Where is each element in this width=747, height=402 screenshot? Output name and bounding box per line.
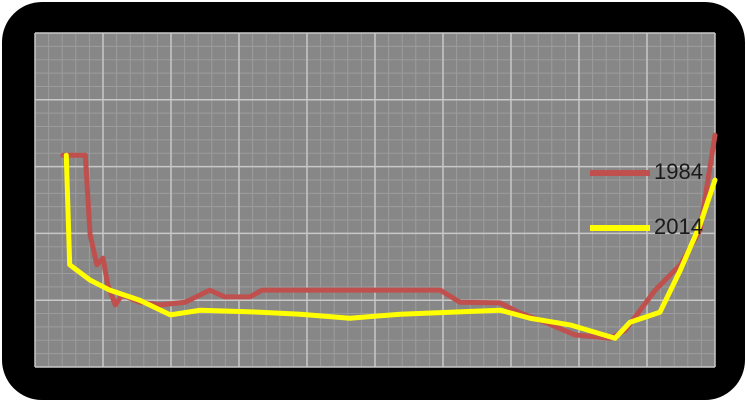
legend-label: 1984 — [654, 159, 703, 184]
series-line — [63, 152, 718, 341]
legend-label: 2014 — [654, 214, 703, 239]
